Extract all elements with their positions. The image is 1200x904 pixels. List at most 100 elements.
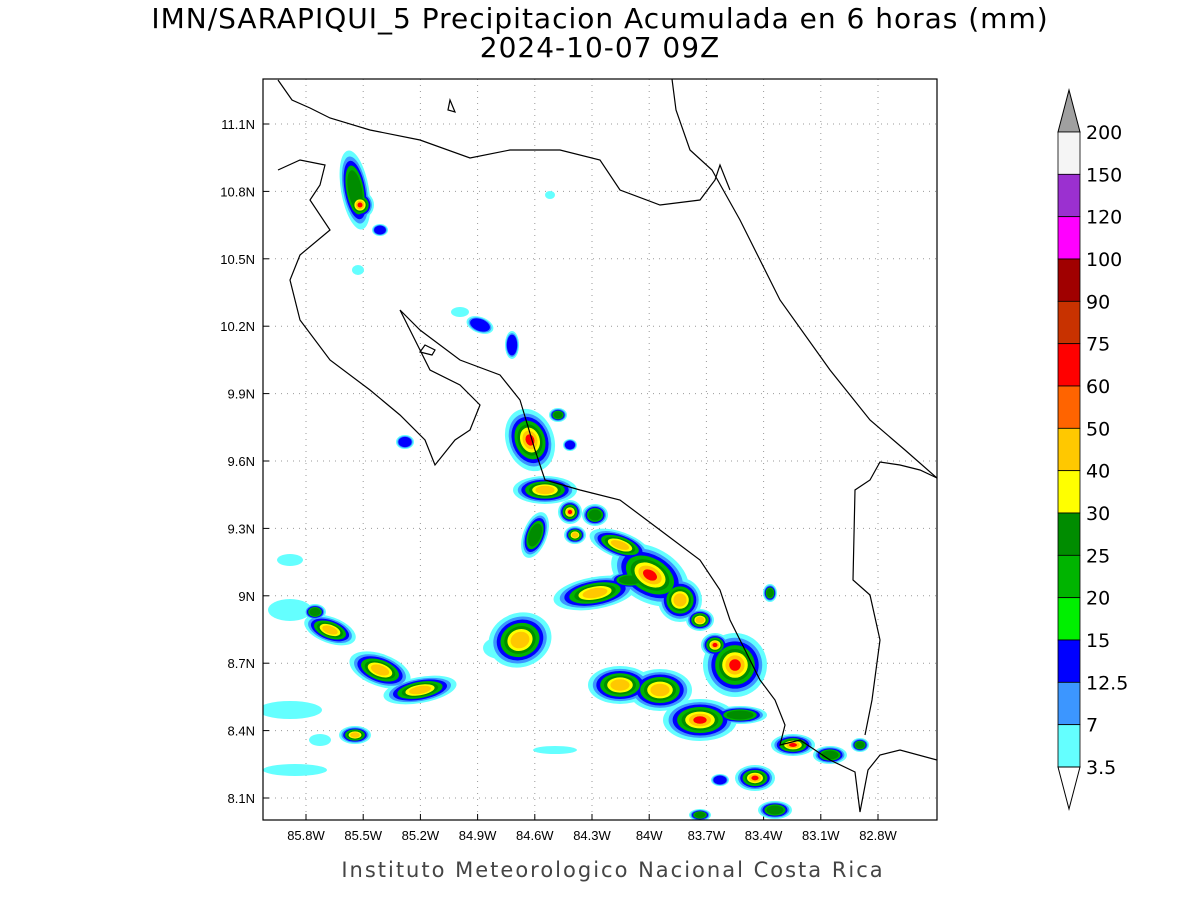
precip-area [588,509,602,521]
precip-area [643,569,657,581]
precip-area [535,485,555,495]
colorbar: 200 150 120 100 90 75 60 50 40 30 25 20 15 12.5 7 3.5 [1057,88,1128,811]
precip-area [309,608,321,616]
coastlines [277,79,937,813]
precip-area [553,411,563,419]
precip-area [370,664,390,676]
precip-area [766,805,784,815]
precip-area [610,679,630,691]
precip-area [821,750,839,760]
graticule: 11.1N 10.8N 10.5N 10.2N 9.9N 9.6N 9.3N 9N 8.7N 8.… [220,79,937,843]
lon-label: 84.6W [516,828,554,843]
colorbar-label: 60 [1086,376,1110,398]
lat-label: 10.2N [220,319,255,334]
precip-area [277,554,303,566]
colorbar-label: 30 [1086,503,1110,525]
precip-area [510,631,530,649]
precip-area [673,593,687,607]
subtitle: 2024-10-07 09Z [480,31,720,64]
precip-area [398,436,412,448]
precip-area [263,701,322,719]
colorbar-label: 25 [1086,545,1110,567]
precip-area [357,202,363,208]
lon-label: 84.9W [459,828,497,843]
colorbar-swatch [1057,343,1081,387]
lat-label: 9N [238,589,255,604]
lat-label: 10.8N [220,184,255,199]
precip-area [309,734,331,746]
precip-area [528,523,542,547]
lat-label: 9.6N [228,454,255,469]
precip-area [564,440,576,450]
lake-shore [418,97,457,356]
title: IMN/SARAPIQUI_5 Precipitacion Acumulada … [151,2,1048,35]
precip-area [610,540,630,550]
precip-area [506,334,518,356]
colorbar-swatch [1057,300,1081,345]
lon-label: 83.1W [802,828,840,843]
precip-area [619,575,641,585]
precip-area [726,710,754,720]
coastline [277,159,937,813]
precip-area [766,588,774,598]
footer-credit: Instituto Meteorologico Nacional Costa R… [341,858,884,882]
colorbar-label: 75 [1086,334,1110,356]
coastline [277,79,731,206]
lon-label: 85.8W [287,828,325,843]
precip-area [650,683,670,697]
lat-label: 8.1N [228,791,255,806]
colorbar-label: 150 [1086,164,1122,186]
colorbar-swatch [1057,639,1081,683]
colorbar-label: 90 [1086,291,1110,313]
colorbar-swatch [1057,554,1081,599]
colorbar-swatch [1057,597,1081,641]
coastline [852,461,937,736]
precip-area [451,307,469,317]
precip-area [409,685,431,695]
colorbar-swatch [1057,216,1081,260]
colorbar-swatch [1057,173,1081,218]
lon-label: 85.5W [344,828,382,843]
colorbar-label: 15 [1086,630,1110,652]
precip-area [352,265,364,275]
precip-area [751,775,759,781]
precip-area [695,616,705,624]
precip-area [712,642,718,648]
precip-area [567,509,573,515]
lon-label: 84.3W [573,828,611,843]
colorbar-swatch [1057,724,1081,768]
lat-label: 9.3N [228,521,255,536]
lon-label: 83.7W [688,828,726,843]
lat-label: 8.4N [228,724,255,739]
coastline [671,79,937,479]
colorbar-label: 40 [1086,461,1110,483]
precip-area [582,587,608,599]
lat-label: 8.7N [228,656,255,671]
precip-area [789,743,797,747]
precip-area [855,741,865,749]
lon-label: 82.8W [859,828,897,843]
precip-area [263,764,327,776]
colorbar-label: 7 [1086,715,1098,737]
colorbar-over [1057,88,1081,133]
precip-area [729,659,741,671]
colorbar-swatch [1057,427,1081,472]
precip-area [694,812,706,818]
colorbar-swatch [1057,385,1081,429]
precip-area [322,625,338,635]
lon-label: 85.2W [402,828,440,843]
colorbar-label: 3.5 [1086,757,1116,779]
colorbar-swatch [1057,258,1081,302]
lat-label: 11.1N [221,117,255,132]
precip-area [713,775,727,785]
map-frame [262,78,938,821]
colorbar-swatch [1057,131,1081,175]
precip-area [350,732,360,738]
colorbar-swatch [1057,470,1081,514]
lat-label: 10.5N [220,252,255,267]
precip-area [374,225,386,235]
precip-area [693,716,707,724]
lat-label: 9.9N [228,387,255,402]
precip-area [268,599,312,621]
